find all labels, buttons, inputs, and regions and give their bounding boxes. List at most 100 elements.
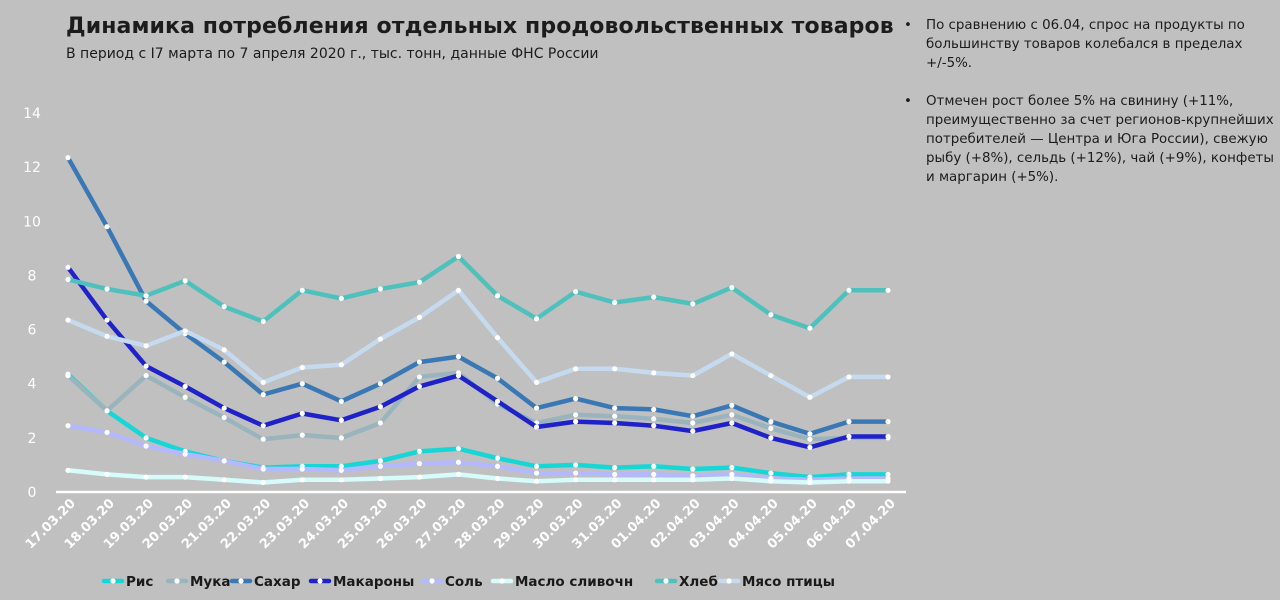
data-point xyxy=(807,436,813,442)
y-tick-label: 0 xyxy=(28,485,37,501)
data-point xyxy=(651,370,657,376)
data-point xyxy=(573,396,579,402)
legend-marker xyxy=(174,578,180,584)
y-tick-label: 10 xyxy=(23,214,41,230)
data-point xyxy=(885,433,891,440)
data-point xyxy=(338,477,344,483)
data-point xyxy=(377,463,383,469)
y-tick-label: 6 xyxy=(28,323,37,339)
data-point xyxy=(182,451,188,457)
data-point xyxy=(612,366,618,372)
data-point xyxy=(455,471,462,478)
legend-item: Мука xyxy=(165,574,231,590)
data-point xyxy=(455,354,462,360)
data-point xyxy=(533,424,540,430)
data-point xyxy=(104,471,110,478)
data-point xyxy=(612,420,618,426)
data-point xyxy=(573,412,579,418)
data-point xyxy=(533,316,540,322)
data-point xyxy=(846,433,852,440)
series-line xyxy=(65,423,891,483)
note-item: По сравнению с 06.04, спрос на продукты … xyxy=(902,16,1274,73)
legend-marker xyxy=(663,578,669,584)
series-line xyxy=(65,265,891,450)
data-point xyxy=(494,463,501,469)
data-point xyxy=(573,477,579,483)
data-point xyxy=(651,477,657,483)
data-point xyxy=(338,463,344,469)
data-point xyxy=(494,335,501,341)
series xyxy=(65,370,891,442)
data-point xyxy=(221,477,227,483)
data-point xyxy=(377,336,383,342)
data-point xyxy=(690,413,696,419)
data-point xyxy=(221,414,227,421)
data-point xyxy=(807,444,813,450)
data-point xyxy=(768,470,774,476)
data-point xyxy=(65,264,71,270)
legend-label: Сахар xyxy=(254,574,301,590)
data-point xyxy=(416,448,423,454)
data-point xyxy=(260,436,266,442)
data-point xyxy=(729,465,735,471)
y-axis: 0 2 4 6 8 10 12 14 xyxy=(23,106,41,501)
data-point xyxy=(494,293,501,299)
data-point xyxy=(612,299,618,306)
data-point xyxy=(846,374,852,380)
data-point xyxy=(377,458,383,464)
y-tick-label: 4 xyxy=(28,377,37,393)
series-line xyxy=(65,155,891,437)
data-point xyxy=(104,286,110,292)
data-point xyxy=(104,408,110,414)
data-point xyxy=(612,477,618,483)
data-point xyxy=(221,359,227,365)
data-point xyxy=(885,419,891,425)
data-point xyxy=(885,287,891,293)
data-point xyxy=(416,314,423,320)
data-point xyxy=(494,398,501,404)
data-point xyxy=(455,446,462,452)
data-point xyxy=(416,359,423,365)
data-point xyxy=(846,471,852,478)
series-line xyxy=(65,370,891,442)
legend-label: Мука xyxy=(190,574,231,590)
data-point xyxy=(573,462,579,468)
data-point xyxy=(612,465,618,471)
y-tick-label: 8 xyxy=(28,268,37,284)
notes-list: По сравнению с 06.04, спрос на продукты … xyxy=(902,16,1274,206)
legend-label: Соль xyxy=(445,574,483,590)
data-point xyxy=(260,423,266,429)
data-point xyxy=(65,317,71,323)
data-point xyxy=(416,460,423,467)
data-point xyxy=(260,479,266,486)
data-point xyxy=(377,420,383,426)
legend-marker xyxy=(317,578,323,584)
data-point xyxy=(143,298,149,304)
legend-item: Рис xyxy=(101,574,153,590)
data-point xyxy=(65,423,71,429)
legend-item: Хлеб xyxy=(654,574,718,590)
y-tick-label: 14 xyxy=(23,106,41,122)
data-point xyxy=(533,463,540,469)
data-point xyxy=(221,303,227,310)
data-point xyxy=(885,478,891,484)
data-point xyxy=(377,286,383,292)
data-point xyxy=(143,343,149,349)
chart-subtitle: В период с I7 марта по 7 апреля 2020 г.,… xyxy=(66,46,599,62)
data-point xyxy=(65,467,71,473)
data-point xyxy=(846,419,852,425)
data-point xyxy=(455,253,462,260)
data-point xyxy=(494,475,501,482)
data-point xyxy=(533,470,540,476)
series-line xyxy=(65,468,891,485)
data-point xyxy=(494,455,501,461)
data-point xyxy=(885,374,891,380)
data-point xyxy=(533,405,540,411)
data-point xyxy=(104,317,110,323)
data-point xyxy=(573,289,579,295)
legend-item: Соль xyxy=(420,574,483,590)
data-point xyxy=(182,278,188,284)
data-point xyxy=(690,477,696,483)
data-point xyxy=(690,301,696,307)
